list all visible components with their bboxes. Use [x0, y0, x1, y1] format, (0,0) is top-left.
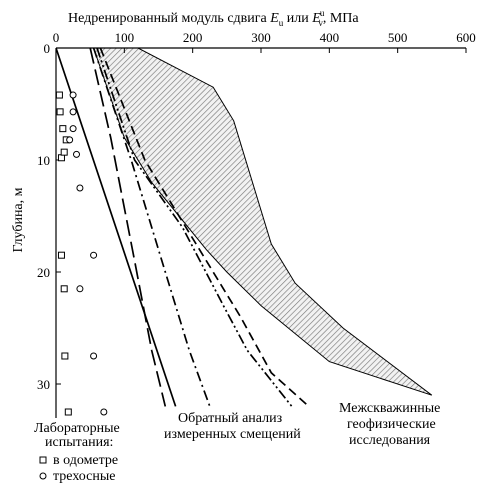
annotation-lab-title-2: испытания: [45, 435, 113, 450]
triaxial-point [66, 136, 74, 144]
y-ticks: 0 10 20 30 [37, 41, 61, 392]
oedometer-point [61, 352, 69, 360]
x-tick-label: 500 [388, 30, 408, 45]
triaxial-point [76, 285, 84, 293]
triaxial-point [69, 91, 77, 99]
annotation-back-analysis-1: Обратный анализ [178, 411, 283, 426]
oedometer-point [60, 285, 68, 293]
legend-oedometer-marker [39, 456, 47, 464]
triaxial-point [69, 108, 77, 116]
series-line-dash [99, 48, 310, 408]
triaxial-point [76, 184, 84, 192]
series-line-solid [56, 48, 177, 407]
oedometer-point [60, 148, 68, 156]
annotation-cross-hole-1: Межскважинные [339, 401, 440, 416]
annotation-cross-hole-2: геофизические [347, 417, 436, 432]
annotation-cross-hole-3: исследования [349, 433, 431, 448]
oedometer-point [64, 408, 72, 416]
annotation-back-analysis-2: измеренных смещений [164, 427, 301, 442]
lab-markers [55, 91, 108, 416]
triaxial-point [69, 125, 77, 133]
series-line-dash-dot-dot [96, 48, 293, 407]
triaxial-point [100, 408, 108, 416]
legend-oedometer-label: в одометре [53, 453, 118, 468]
legend-triaxial-label: трехосные [53, 469, 115, 484]
x-ticks: 0 100 200 300 400 500 600 [53, 30, 476, 53]
chart-title: Недренированный модуль сдвига Eu или Eu v… [68, 8, 359, 28]
y-tick-label: 10 [37, 153, 50, 168]
series-layer [56, 48, 310, 408]
x-tick-label: 0 [53, 30, 60, 45]
x-tick-label: 400 [320, 30, 340, 45]
oedometer-point [56, 108, 64, 116]
oedometer-point [57, 251, 65, 259]
annotation-lab-title-1: Лабораторные [34, 421, 120, 436]
triaxial-point [90, 352, 98, 360]
y-tick-label: 30 [37, 377, 50, 392]
x-tick-label: 600 [456, 30, 476, 45]
legend-triaxial-marker [39, 472, 47, 480]
x-tick-label: 100 [115, 30, 135, 45]
y-tick-label: 0 [44, 41, 51, 56]
series-line-dash-dot [92, 48, 211, 407]
x-tick-label: 200 [183, 30, 203, 45]
x-tick-label: 300 [251, 30, 271, 45]
cross-hole-band [93, 48, 433, 396]
triaxial-point [90, 251, 98, 259]
oedometer-point [59, 125, 67, 133]
y-axis-label: Глубина, м [11, 187, 26, 252]
y-tick-label: 20 [37, 265, 50, 280]
triaxial-point [73, 150, 80, 158]
oedometer-point [55, 91, 63, 99]
